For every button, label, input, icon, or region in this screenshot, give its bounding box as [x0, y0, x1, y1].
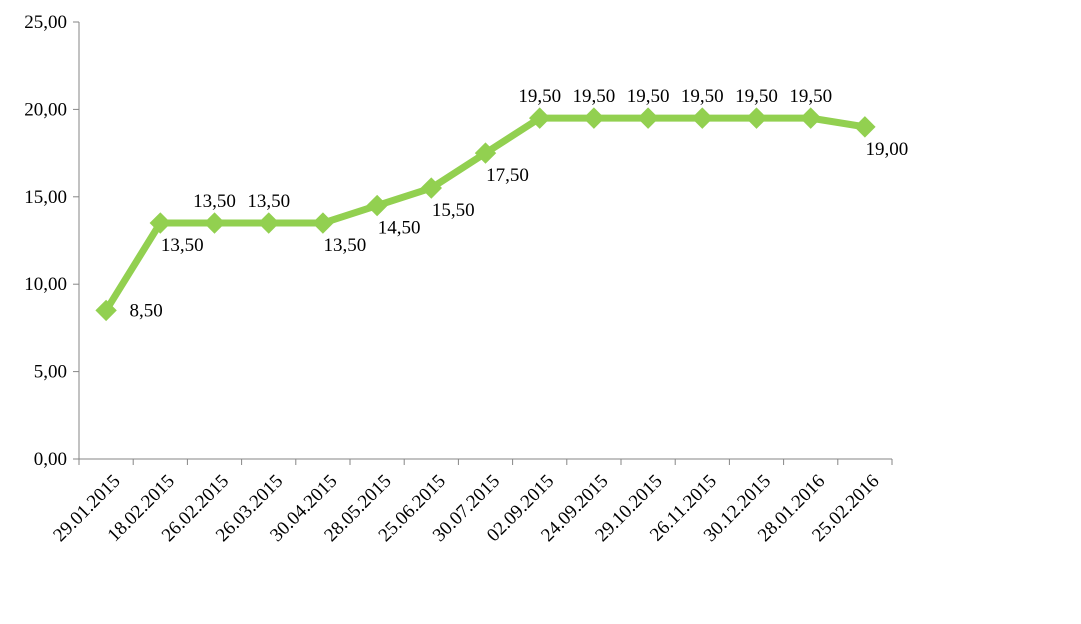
data-point-marker [637, 107, 659, 129]
data-label: 13,50 [193, 191, 236, 212]
y-tick-label: 15,00 [24, 187, 67, 208]
x-axis: 29.01.201518.02.201526.02.201526.03.2015… [49, 458, 893, 546]
y-axis: 0,00 5,00 10,00 15,00 20,00 25,00 [24, 12, 80, 470]
data-point-marker [366, 194, 388, 217]
data-point-marker [799, 107, 822, 129]
data-label: 19,50 [681, 86, 724, 107]
data-label: 19,50 [573, 86, 616, 107]
data-point-marker [583, 107, 605, 129]
series-markers [95, 107, 876, 322]
data-label: 8,50 [129, 300, 162, 321]
y-tick-label: 20,00 [24, 99, 67, 120]
data-label: 19,00 [866, 139, 909, 160]
data-label: 19,50 [518, 86, 561, 107]
data-point-marker [203, 212, 226, 234]
data-point-marker [312, 212, 334, 234]
y-tick-label: 10,00 [24, 274, 67, 295]
data-point-marker [95, 299, 117, 322]
y-tick-label: 5,00 [34, 362, 67, 383]
data-point-marker [149, 212, 172, 234]
data-point-marker [257, 212, 280, 234]
data-label: 14,50 [378, 218, 421, 239]
data-label: 13,50 [161, 235, 204, 256]
data-point-marker [854, 116, 876, 138]
data-point-marker [474, 142, 497, 164]
data-labels: 8,50 13,50 13,50 13,50 13,50 14,50 15,50 17,50 1… [129, 86, 908, 321]
data-point-marker [528, 107, 551, 129]
data-label: 13,50 [324, 235, 367, 256]
data-point-marker [691, 107, 714, 129]
data-label: 19,50 [789, 86, 832, 107]
data-label: 13,50 [247, 191, 290, 212]
data-point-marker [745, 107, 768, 129]
data-label: 15,50 [432, 200, 475, 221]
data-label: 19,50 [627, 86, 670, 107]
data-point-marker [420, 177, 443, 199]
y-tick-label: 25,00 [24, 12, 67, 33]
data-label: 17,50 [486, 165, 529, 186]
y-tick-label: 0,00 [34, 449, 67, 470]
data-label: 19,50 [735, 86, 778, 107]
